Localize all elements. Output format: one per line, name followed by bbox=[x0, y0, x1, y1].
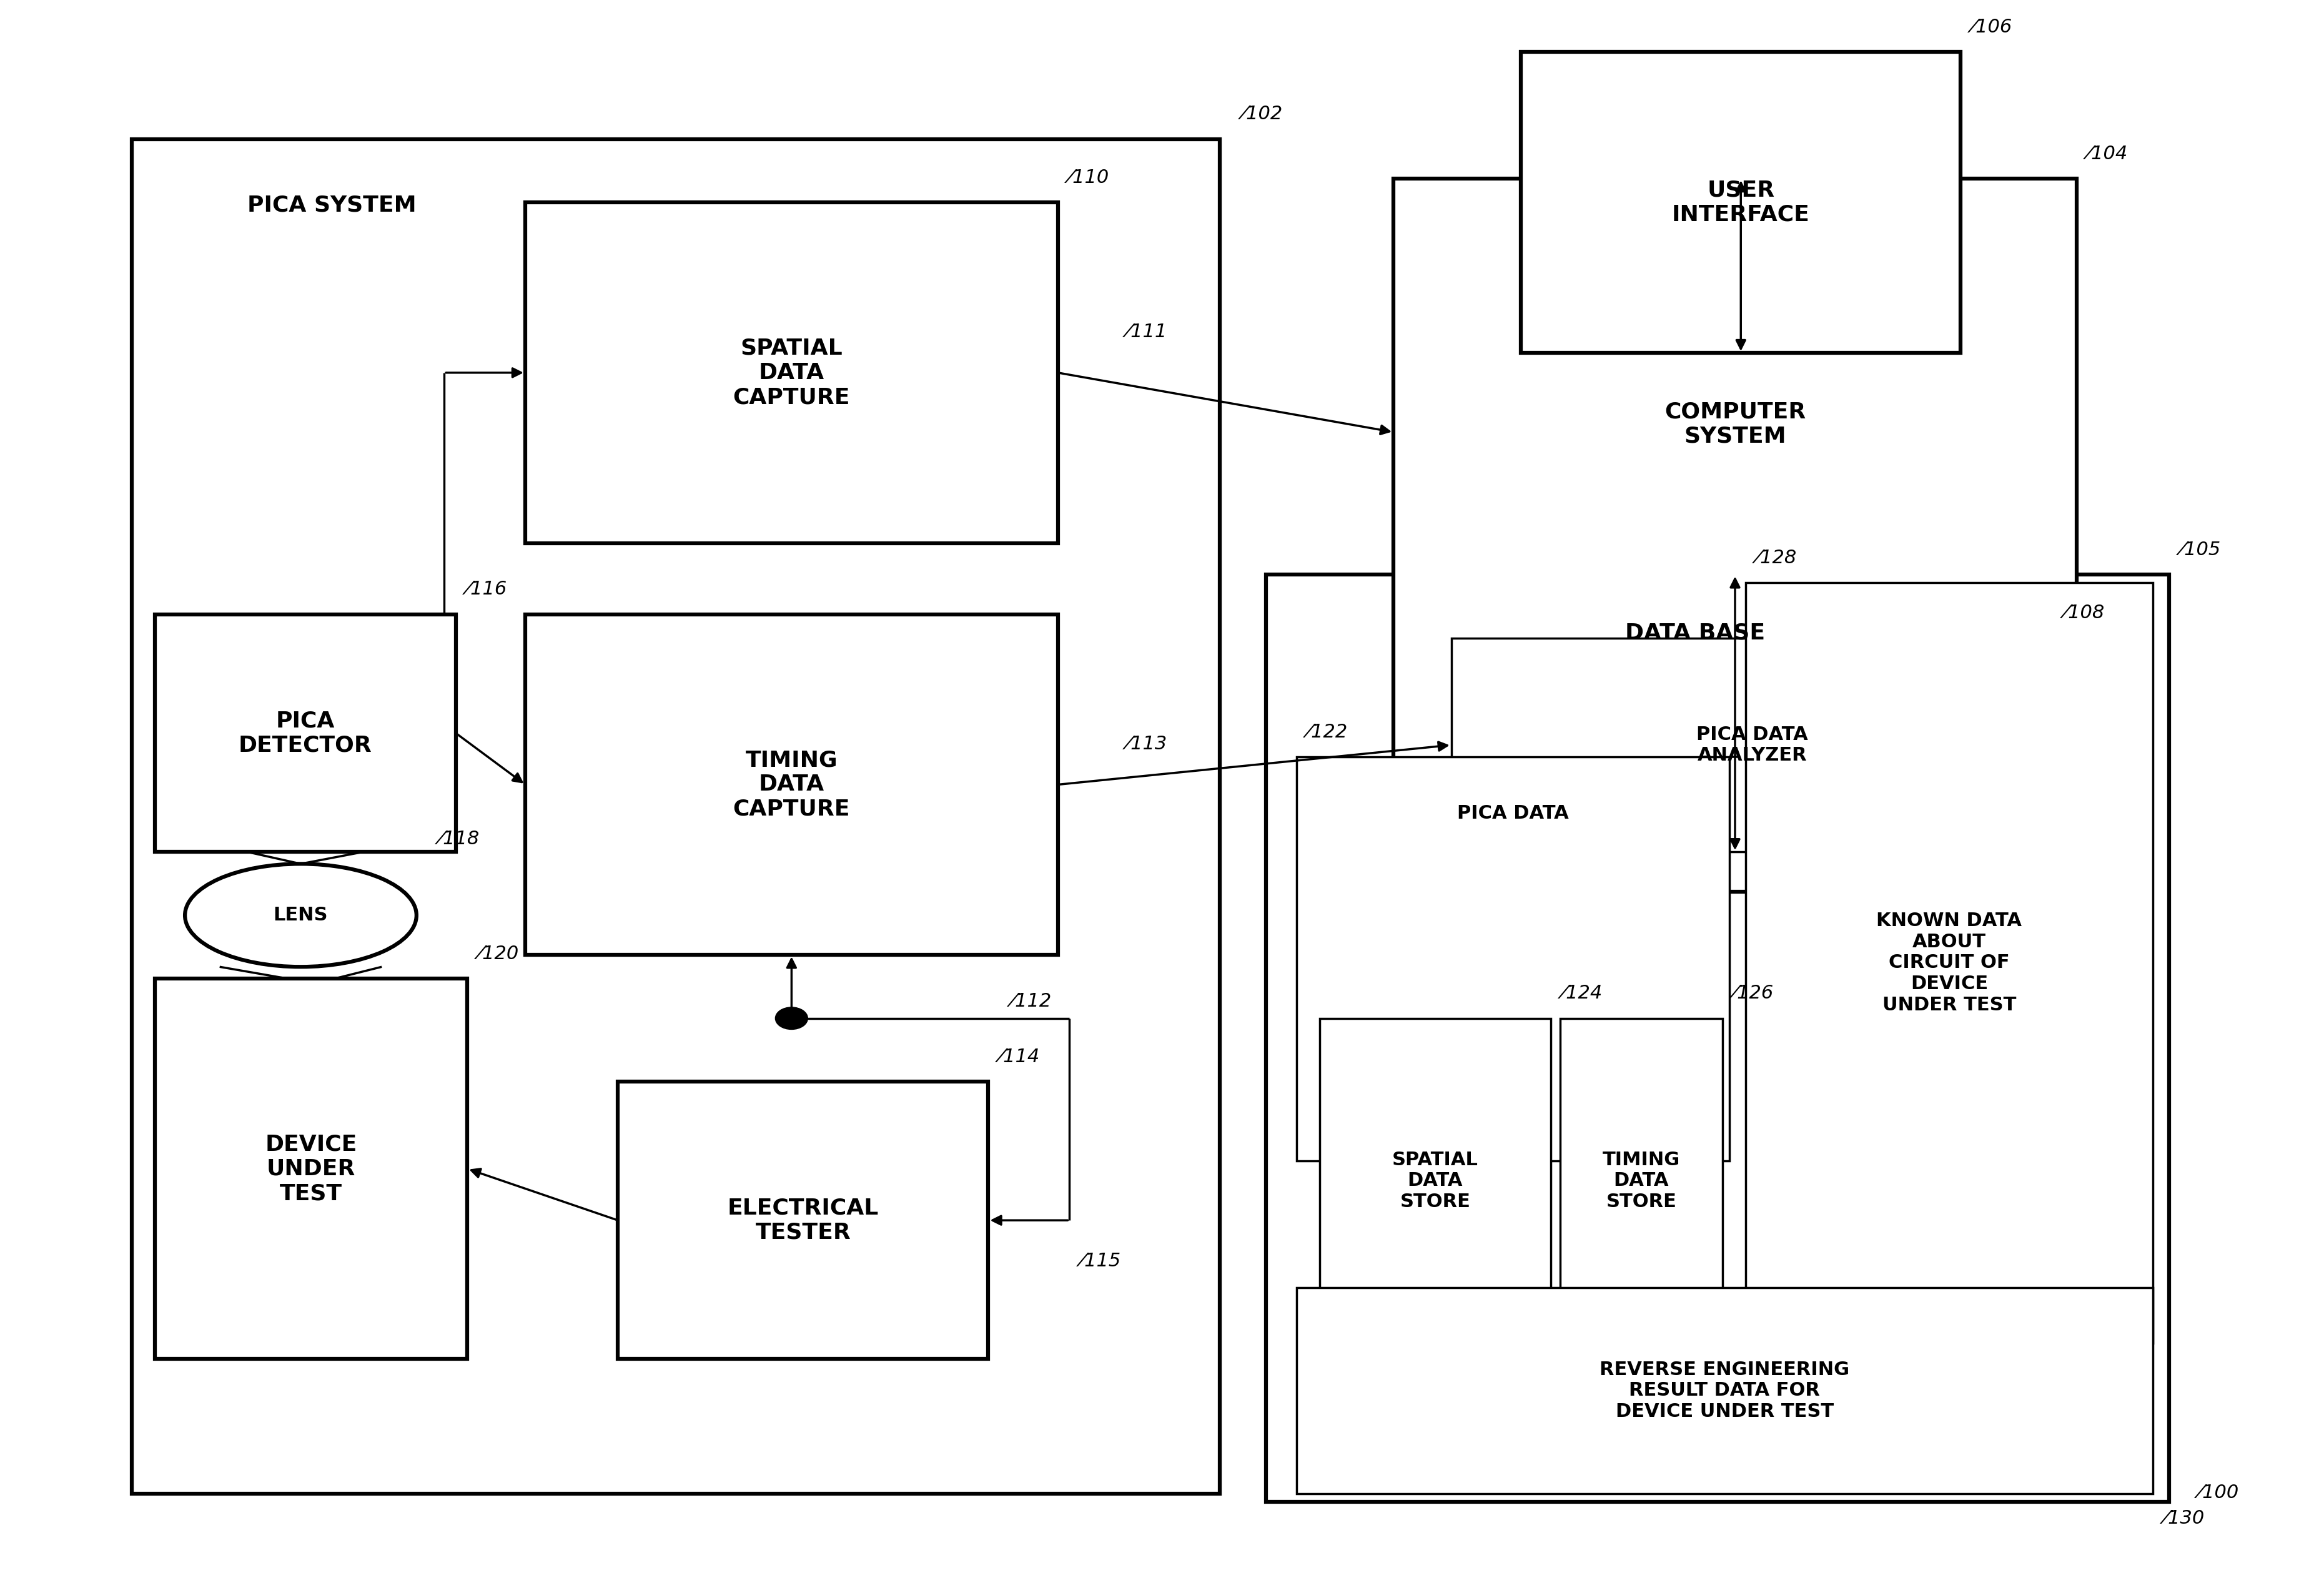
Text: ⁄112: ⁄112 bbox=[1011, 992, 1050, 1010]
FancyBboxPatch shape bbox=[156, 615, 456, 852]
Text: ⁄126: ⁄126 bbox=[1734, 984, 1773, 1002]
FancyBboxPatch shape bbox=[1297, 1287, 2152, 1494]
Ellipse shape bbox=[186, 863, 416, 967]
FancyBboxPatch shape bbox=[1452, 639, 2054, 852]
Text: SPATIAL
DATA
CAPTURE: SPATIAL DATA CAPTURE bbox=[732, 338, 851, 408]
Text: PICA DATA: PICA DATA bbox=[1457, 804, 1569, 822]
Text: ⁄100: ⁄100 bbox=[2199, 1483, 2238, 1502]
Text: PICA DATA
ANALYZER: PICA DATA ANALYZER bbox=[1697, 725, 1808, 765]
Text: REVERSE ENGINEERING
RESULT DATA FOR
DEVICE UNDER TEST: REVERSE ENGINEERING RESULT DATA FOR DEVI… bbox=[1599, 1360, 1850, 1421]
Text: DEVICE
UNDER
TEST: DEVICE UNDER TEST bbox=[265, 1134, 358, 1204]
Text: ⁄128: ⁄128 bbox=[1757, 548, 1796, 567]
FancyBboxPatch shape bbox=[1267, 575, 2168, 1502]
Text: ⁄105: ⁄105 bbox=[2180, 540, 2219, 559]
Text: ⁄130: ⁄130 bbox=[2164, 1510, 2203, 1528]
Text: USER
INTERFACE: USER INTERFACE bbox=[1671, 180, 1810, 225]
Text: ⁄104: ⁄104 bbox=[2089, 145, 2129, 162]
Text: ⁄114: ⁄114 bbox=[999, 1048, 1039, 1066]
FancyBboxPatch shape bbox=[1297, 757, 1729, 1161]
Text: ⁄111: ⁄111 bbox=[1127, 323, 1167, 341]
FancyBboxPatch shape bbox=[1394, 178, 2078, 892]
Text: COMPUTER
SYSTEM: COMPUTER SYSTEM bbox=[1664, 401, 1806, 448]
FancyBboxPatch shape bbox=[525, 202, 1057, 543]
Text: ⁄122: ⁄122 bbox=[1308, 723, 1348, 741]
Text: ⁄116: ⁄116 bbox=[467, 580, 507, 599]
Text: SPATIAL
DATA
STORE: SPATIAL DATA STORE bbox=[1392, 1150, 1478, 1211]
FancyBboxPatch shape bbox=[525, 615, 1057, 954]
Text: ⁄102: ⁄102 bbox=[1243, 105, 1283, 123]
Text: ⁄106: ⁄106 bbox=[1973, 18, 2013, 37]
Text: ⁄118: ⁄118 bbox=[439, 830, 479, 847]
Text: ⁄113: ⁄113 bbox=[1127, 734, 1167, 753]
FancyBboxPatch shape bbox=[1559, 1018, 1722, 1343]
Text: ⁄115: ⁄115 bbox=[1081, 1252, 1120, 1270]
FancyBboxPatch shape bbox=[1320, 1018, 1550, 1343]
Text: ⁄120: ⁄120 bbox=[479, 945, 518, 962]
Text: ELECTRICAL
TESTER: ELECTRICAL TESTER bbox=[727, 1198, 878, 1243]
Text: TIMING
DATA
STORE: TIMING DATA STORE bbox=[1604, 1150, 1680, 1211]
FancyBboxPatch shape bbox=[1745, 583, 2152, 1343]
FancyBboxPatch shape bbox=[156, 978, 467, 1359]
Text: ⁄124: ⁄124 bbox=[1562, 984, 1601, 1002]
Text: PICA SYSTEM: PICA SYSTEM bbox=[246, 194, 416, 215]
Text: TIMING
DATA
CAPTURE: TIMING DATA CAPTURE bbox=[732, 749, 851, 820]
FancyBboxPatch shape bbox=[132, 139, 1220, 1494]
FancyBboxPatch shape bbox=[1520, 53, 1961, 354]
Text: ⁄108: ⁄108 bbox=[2066, 604, 2106, 623]
FancyBboxPatch shape bbox=[618, 1082, 988, 1359]
Text: PICA
DETECTOR: PICA DETECTOR bbox=[239, 710, 372, 757]
Circle shape bbox=[776, 1007, 809, 1029]
Text: ⁄110: ⁄110 bbox=[1069, 169, 1109, 186]
Text: KNOWN DATA
ABOUT
CIRCUIT OF
DEVICE
UNDER TEST: KNOWN DATA ABOUT CIRCUIT OF DEVICE UNDER… bbox=[1875, 911, 2022, 1013]
Text: LENS: LENS bbox=[274, 906, 328, 924]
Text: DATA BASE: DATA BASE bbox=[1624, 623, 1764, 644]
